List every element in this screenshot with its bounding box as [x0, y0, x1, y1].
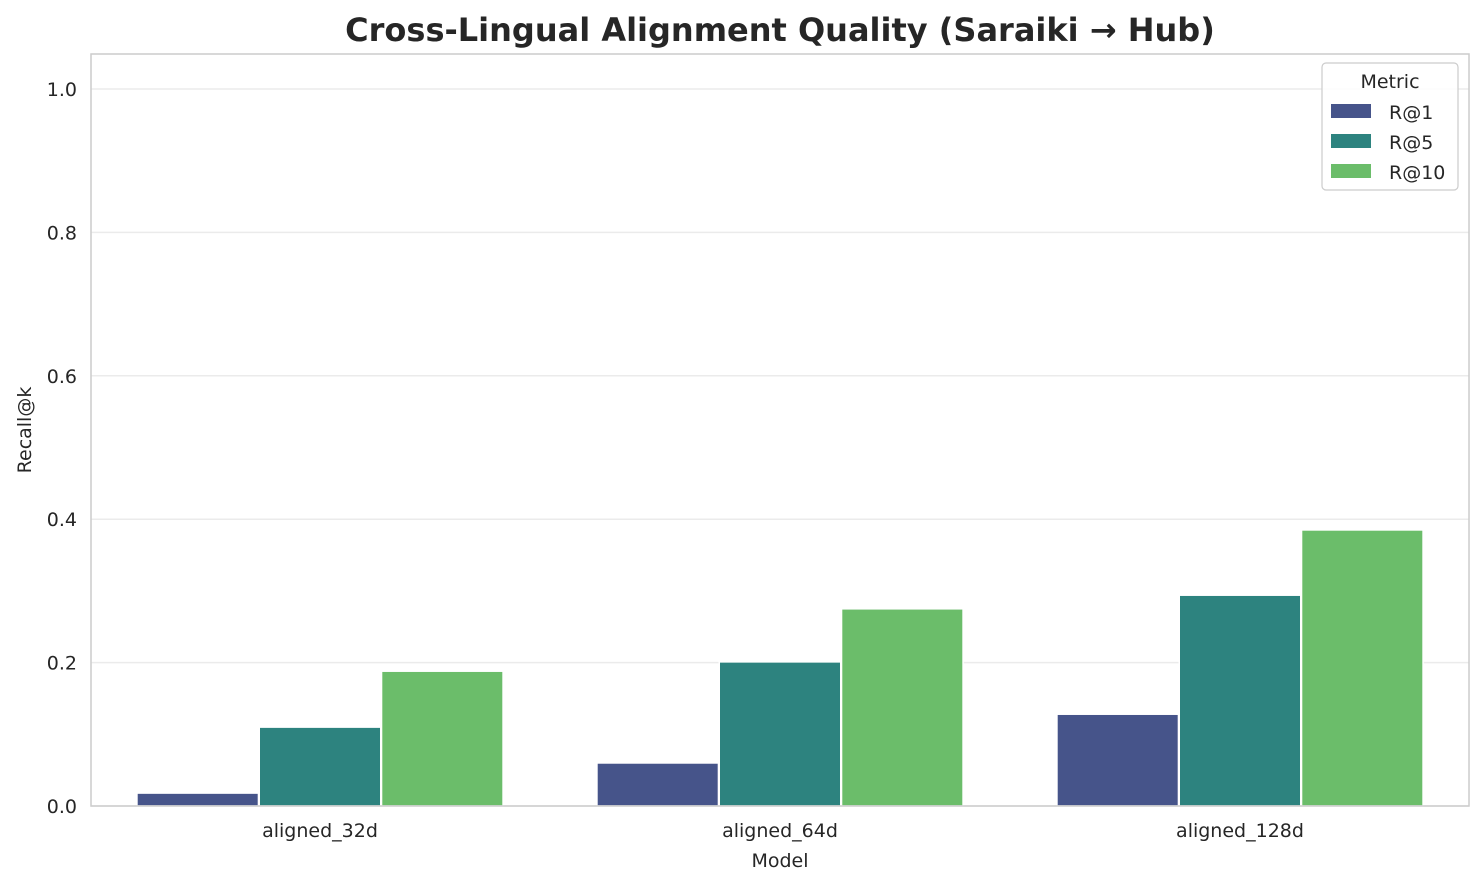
- y-axis-label: Recall@k: [14, 387, 36, 474]
- y-tick-label: 1.0: [47, 79, 77, 101]
- legend-label: R@10: [1389, 162, 1445, 184]
- bar-r-at-1-aligned_32d: [136, 792, 260, 807]
- x-axis-ticks: aligned_32d aligned_64d aligned_128d: [262, 820, 1304, 842]
- bar-r-at-10-aligned_64d: [840, 608, 964, 807]
- legend-swatch: [1331, 164, 1371, 178]
- y-tick-label: 0.8: [47, 222, 77, 244]
- bar-r-at-5-aligned_64d: [718, 661, 842, 807]
- x-tick-label: aligned_32d: [262, 820, 378, 842]
- bar-r-at-5-aligned_128d: [1178, 594, 1302, 807]
- legend-swatch: [1331, 104, 1371, 118]
- chart-title: Cross-Lingual Alignment Quality (Saraiki…: [345, 11, 1215, 49]
- bar-r-at-1-aligned_128d: [1056, 713, 1180, 807]
- bars: [136, 529, 1424, 807]
- legend-swatch: [1331, 134, 1371, 148]
- y-axis-ticks: 0.0 0.2 0.4 0.6 0.8 1.0: [47, 79, 77, 818]
- legend-frame: [1321, 62, 1459, 191]
- x-tick-label: aligned_128d: [1176, 820, 1304, 842]
- bar-r-at-10-aligned_128d: [1300, 529, 1424, 807]
- y-tick-label: 0.2: [47, 653, 77, 675]
- bar-r-at-10-aligned_32d: [380, 670, 504, 807]
- y-tick-label: 0.0: [47, 796, 77, 818]
- bar-r-at-5-aligned_32d: [258, 726, 382, 807]
- legend-label: R@5: [1389, 132, 1433, 154]
- y-tick-label: 0.6: [47, 366, 77, 388]
- y-tick-label: 0.4: [47, 509, 77, 531]
- x-tick-label: aligned_64d: [722, 820, 838, 842]
- legend-label: R@1: [1389, 102, 1433, 124]
- x-axis-label: Model: [751, 850, 808, 872]
- plot-frame: [90, 53, 1470, 807]
- legend: Metric R@1 R@5 R@10: [1321, 62, 1459, 191]
- legend-title: Metric: [1360, 71, 1419, 93]
- bar-r-at-1-aligned_64d: [596, 762, 720, 807]
